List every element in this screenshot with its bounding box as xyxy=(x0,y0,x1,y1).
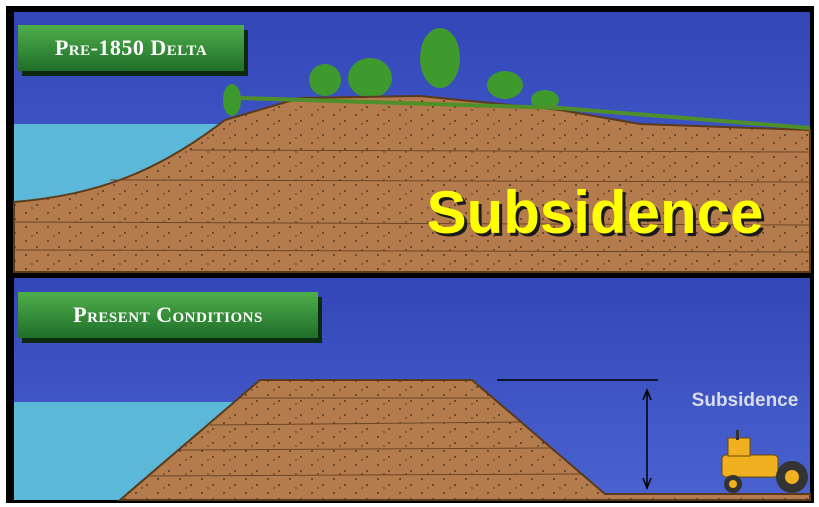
layers xyxy=(149,397,581,477)
land xyxy=(13,94,811,273)
levee xyxy=(117,379,811,501)
label-box xyxy=(18,292,318,338)
annotation-shadow: Subsidence xyxy=(430,182,767,249)
label-box xyxy=(18,25,244,71)
arrow-heads xyxy=(642,387,652,491)
panel-label: Present Conditions xyxy=(73,302,263,327)
trees xyxy=(223,28,559,116)
annotation: Subsidence xyxy=(427,179,764,246)
panel-label: Pre-1850 Delta xyxy=(55,35,207,60)
layers xyxy=(13,149,811,253)
annotation: Subsidence xyxy=(692,390,799,411)
tractor xyxy=(721,430,808,493)
grass xyxy=(239,96,811,130)
